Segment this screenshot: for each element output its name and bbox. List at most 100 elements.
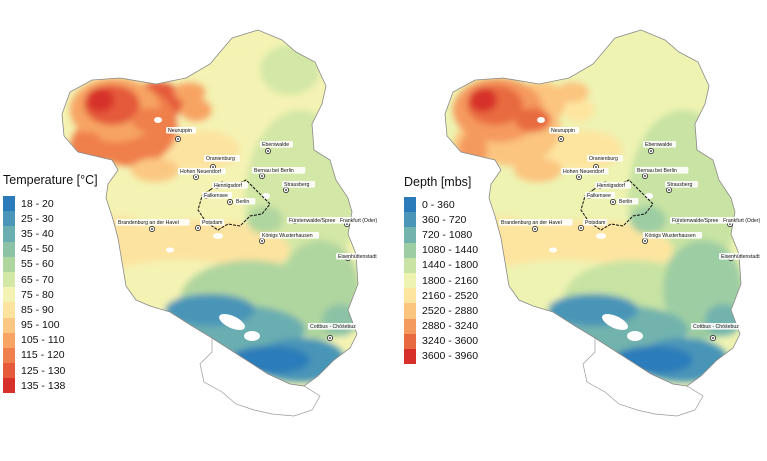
legend-label: 2160 - 2520	[422, 289, 479, 302]
city-marker: Potsdam	[195, 219, 225, 231]
legend-label: 3240 - 3600	[422, 335, 479, 348]
city-marker: Bernau bei Berlin	[252, 167, 306, 179]
legend-item: 95 - 100	[3, 317, 98, 333]
legend-item: 115 - 120	[3, 347, 98, 364]
depth-map: Neuruppin Oranienburg Eberswalde Hohen Neue…	[444, 29, 767, 417]
legend-item: 0 - 360	[404, 197, 478, 213]
city-label: Königs Wusterhausen	[645, 233, 696, 239]
city-marker: Neuruppin	[549, 127, 580, 142]
city-label: Hohen Neuendorf	[563, 169, 605, 175]
city-label: Hohen Neuendorf	[180, 169, 222, 175]
temperature-legend: Temperature [°C] 18 - 20 25 - 30 35 - 40 45…	[3, 173, 98, 394]
legend-swatch	[404, 242, 416, 258]
city-label: Potsdam	[585, 220, 605, 226]
city-marker: Frankfurt (Oder)	[721, 217, 767, 227]
legend-swatch	[3, 271, 15, 288]
lake	[219, 313, 245, 331]
lake	[166, 247, 174, 253]
legend-swatch	[404, 333, 416, 349]
lake	[645, 193, 653, 199]
depth-map-panel: Neuruppin Oranienburg Eberswalde Hohen Neue…	[384, 0, 767, 461]
legend-item: 1800 - 2160	[404, 272, 479, 289]
legend-item: 2520 - 2880	[404, 303, 479, 319]
legend-swatch	[3, 226, 15, 242]
legend-swatch	[3, 211, 15, 227]
city-marker: Cottbus - Chóśebuz	[308, 323, 365, 341]
city-label: Eberswalde	[262, 142, 289, 148]
city-marker: Cottbus - Chóśebuz	[691, 323, 748, 341]
legend-label: 0 - 360	[422, 198, 455, 211]
city-marker: Neuruppin	[166, 127, 197, 142]
legend-label: 1800 - 2160	[422, 274, 479, 287]
legend-item: 2160 - 2520	[404, 288, 479, 304]
legend-label: 720 - 1080	[422, 228, 473, 241]
city-label: Strausberg	[284, 182, 309, 188]
legend-swatch	[3, 287, 15, 303]
lake	[602, 313, 628, 331]
legend-label: 85 - 90	[21, 303, 54, 316]
city-label: Hennigsdorf	[214, 183, 243, 189]
legend-swatch	[404, 227, 416, 243]
legend-swatch	[404, 318, 416, 334]
city-label: Cottbus - Chóśebuz	[693, 324, 739, 330]
legend-label: 3600 - 3960	[422, 350, 479, 363]
legend-swatch	[404, 272, 416, 289]
city-label: Cottbus - Chóśebuz	[310, 324, 356, 330]
legend-label: 18 - 20	[21, 197, 54, 210]
city-marker: Hennigsdorf	[212, 182, 248, 189]
lake	[537, 117, 545, 123]
city-marker: Frankfurt (Oder)	[338, 217, 384, 227]
city-label: Fürstenwalde/Spree	[672, 218, 719, 224]
legend-swatch	[404, 303, 416, 319]
city-label: Königs Wusterhausen	[262, 233, 313, 239]
city-marker: Fürstenwalde/Spree	[287, 217, 344, 224]
legend-label: 125 - 130	[21, 364, 66, 377]
legend-label: 115 - 120	[21, 349, 65, 362]
city-label: Eberswalde	[645, 142, 672, 148]
legend-title: Temperature [°C]	[3, 173, 98, 187]
legend-label: 55 - 60	[21, 258, 54, 271]
city-label: Neuruppin	[168, 128, 192, 134]
lake	[262, 193, 270, 199]
city-marker: Hohen Neuendorf	[561, 168, 609, 180]
depth-legend: Depth [mbs] 0 - 360 360 - 720 720 - 1080 10…	[404, 175, 479, 365]
city-label: Fürstenwalde/Spree	[289, 218, 336, 224]
city-marker: Eisenhüttenstadt	[336, 253, 384, 261]
lake	[244, 331, 260, 341]
city-marker: Falkensee	[202, 192, 233, 199]
temperature-map: Neuruppin Oranienburg Eberswalde Hohen Neue…	[61, 29, 384, 417]
city-label: Eisenhüttenstadt	[338, 254, 377, 260]
legend-swatch	[404, 348, 416, 365]
legend-label: 45 - 50	[21, 243, 54, 256]
legend-item: 105 - 110	[3, 332, 98, 348]
city-label: Brandenburg an der Havel	[501, 220, 562, 226]
legend-label: 75 - 80	[21, 288, 54, 301]
legend-item: 25 - 30	[3, 211, 98, 227]
legend-label: 2520 - 2880	[422, 304, 479, 317]
legend-label: 135 - 138	[21, 379, 66, 392]
city-marker: Hohen Neuendorf	[178, 168, 226, 180]
legend-item: 35 - 40	[3, 226, 98, 242]
legend-item: 125 - 130	[3, 363, 98, 379]
city-label: Frankfurt (Oder)	[723, 218, 760, 224]
city-marker: Berlin	[227, 198, 256, 205]
legend-swatch	[3, 378, 15, 394]
legend-swatch	[3, 241, 15, 257]
legend-swatch	[404, 288, 416, 304]
legend-swatch	[3, 196, 15, 212]
legend-item: 75 - 80	[3, 287, 98, 303]
city-label: Strausberg	[667, 182, 692, 188]
city-label: Potsdam	[202, 220, 222, 226]
city-marker: Falkensee	[585, 192, 616, 199]
state-boundary	[61, 29, 359, 387]
legend-item: 3600 - 3960	[404, 348, 479, 365]
legend-label: 35 - 40	[21, 227, 54, 240]
city-marker: Potsdam	[578, 219, 608, 231]
temperature-map-panel: Neuruppin Oranienburg Eberswalde Hohen Neue…	[3, 29, 384, 417]
city-marker: Berlin	[610, 198, 639, 205]
legend-label: 1440 - 1800	[422, 259, 479, 272]
city-marker: Brandenburg an der Havel	[116, 219, 190, 232]
city-label: Oranienburg	[206, 156, 235, 162]
city-label: Oranienburg	[589, 156, 618, 162]
city-label: Eisenhüttenstadt	[721, 254, 760, 260]
